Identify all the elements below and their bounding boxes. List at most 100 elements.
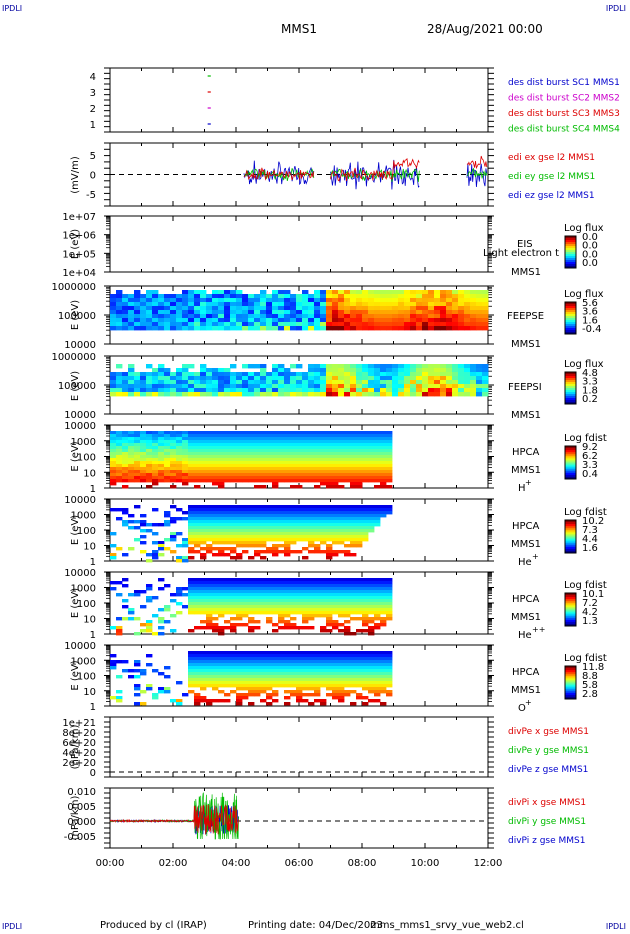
hpca-hplus-cell (194, 437, 201, 441)
hpca-heplus-cell (350, 526, 357, 530)
hpca-heplusplus-cell (224, 587, 231, 591)
hpca-hplus-cell (152, 446, 159, 450)
hpca-hplus-cell (350, 452, 357, 456)
hpca-oplus-cell (320, 651, 327, 655)
hpca-heplus-cell (332, 529, 339, 533)
feepse-cell (398, 294, 405, 299)
feepsi-cell (254, 380, 261, 385)
feepsi-cell (314, 376, 321, 381)
hpca-hplus-cell (254, 434, 261, 438)
feepse-cell (464, 298, 471, 303)
hpca-heplusplus-cell (164, 605, 171, 609)
hpca-oplus-cell (326, 678, 333, 682)
hpca-heplusplus-cell (356, 587, 363, 591)
feepse-cell (272, 306, 279, 311)
hpca-hplus-cell (188, 473, 195, 477)
feepse-cell (212, 322, 219, 327)
hpca-heplusplus-cell (158, 632, 165, 636)
feepse-cell (458, 290, 465, 295)
feepsi-cell (200, 364, 207, 369)
feepse-cell (368, 318, 375, 323)
hpca-heplus-cell (236, 508, 243, 512)
hpca-oplus-cell (248, 666, 255, 670)
hpca-hplus-cell (284, 476, 291, 480)
hpca-heplusplus-cell (356, 581, 363, 585)
hpca-heplus-cell (320, 535, 327, 539)
hpca-heplusplus-cell (254, 599, 261, 603)
hpca-heplusplus-cell (128, 611, 135, 615)
feepsi-cell (176, 380, 183, 385)
hpca-heplus-cell (284, 514, 291, 518)
hpca-hplus-cell (356, 464, 363, 468)
hpca-hplus-cell (170, 461, 177, 465)
feepsi-cell (182, 368, 189, 373)
hpca-heplusplus-cell (326, 578, 333, 582)
hpca-oplus-cell (236, 657, 243, 661)
feepsi-cell (440, 380, 447, 385)
footer-printing-date: Printing date: 04/Dec/2023 (248, 920, 384, 931)
hpca-hplus-cell (248, 458, 255, 462)
hpca-hplus-cell (296, 437, 303, 441)
hpca-hplus-cell (182, 434, 189, 438)
hpca-oplus-cbar-cell (565, 676, 576, 679)
hpca-heplus-cell (110, 544, 117, 548)
hpca-heplus-cell (254, 526, 261, 530)
feepsi-cell (314, 380, 321, 385)
feepse-cell (296, 318, 303, 323)
hpca-oplus-cell (356, 681, 363, 685)
feepse-cell (254, 314, 261, 319)
hpca-oplus-cell (134, 684, 141, 688)
panel-divpi-ytick-label: 0.005 (67, 802, 96, 813)
feepsi-cell (302, 392, 309, 397)
feepse-cell (446, 318, 453, 323)
hpca-heplus-cell (218, 505, 225, 509)
feepse-cell (194, 290, 201, 295)
hpca-heplusplus-cell (224, 599, 231, 603)
hpca-hplus-cell (332, 461, 339, 465)
feepsi-cell (356, 392, 363, 397)
hpca-heplus-cell (314, 523, 321, 527)
feepsi-cell (362, 376, 369, 381)
feepse-cell (368, 302, 375, 307)
feepse-cell (224, 310, 231, 315)
feepsi-cell (164, 368, 171, 373)
hpca-hplus-cell (206, 443, 213, 447)
hpca-hplus-cell (314, 458, 321, 462)
feepse-cell (302, 294, 309, 299)
hpca-heplusplus-cbar-cell (565, 595, 576, 598)
feepse-cell (398, 326, 405, 331)
feepsi-cell (158, 368, 165, 373)
hpca-hplus-cell (344, 434, 351, 438)
hpca-heplusplus-cell (212, 623, 219, 627)
hpca-oplus-cell (212, 657, 219, 661)
hpca-hplus-cell (236, 479, 243, 483)
feepsi-cell (158, 376, 165, 381)
feepse-cell (434, 314, 441, 319)
hpca-hplus-cell (206, 446, 213, 450)
hpca-hplus-cell (350, 449, 357, 453)
hpca-heplusplus-cell (242, 590, 249, 594)
feepse-cell (482, 290, 489, 295)
hpca-oplus-cell (326, 666, 333, 670)
hpca-oplus-cell (320, 657, 327, 661)
hpca-hplus-cbar-cell (565, 452, 576, 455)
feepse-cell (368, 314, 375, 319)
hpca-heplusplus-cell (386, 614, 393, 618)
hpca-heplus-cell (194, 544, 201, 548)
hpca-heplus-cell (242, 550, 249, 554)
feepse-cell (272, 314, 279, 319)
hpca-oplus-cell (356, 660, 363, 664)
hpca-heplusplus-cell (290, 605, 297, 609)
hpca-heplusplus-cell (272, 587, 279, 591)
hpca-hplus-cell (128, 461, 135, 465)
hpca-heplusplus-cell (266, 578, 273, 582)
hpca-heplusplus-cell (386, 587, 393, 591)
hpca-oplus-cell (338, 666, 345, 670)
feepsi-cell (398, 384, 405, 389)
feepse-cell (446, 290, 453, 295)
hpca-oplus-cell (224, 693, 231, 697)
hpca-oplus-cell (386, 681, 393, 685)
feepse-cell (200, 310, 207, 315)
hpca-oplus-cell (230, 690, 237, 694)
hpca-heplus-cell (194, 505, 201, 509)
